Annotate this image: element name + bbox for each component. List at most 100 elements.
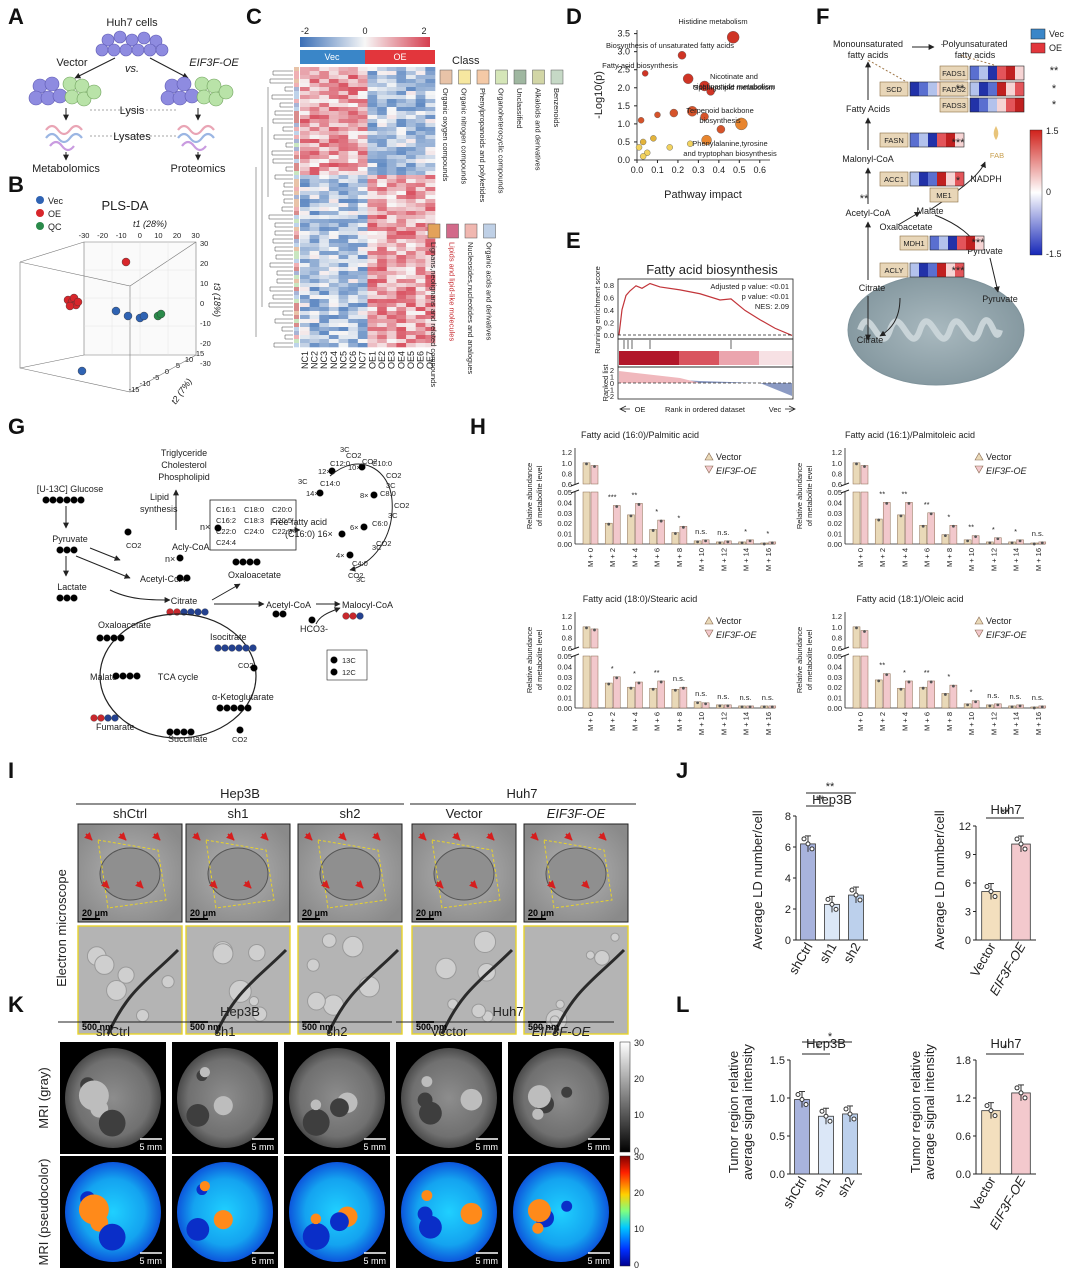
gene-heat-cell xyxy=(988,66,997,80)
heat-cell xyxy=(309,127,320,132)
heat-cell xyxy=(300,271,310,276)
heat-cell xyxy=(425,307,436,312)
g-acetylcoa: Acetyl-CoA xyxy=(140,574,185,584)
heat-cell xyxy=(367,103,378,108)
heat-cell xyxy=(319,199,330,204)
rank-tick: -2 xyxy=(607,392,614,401)
heat-cell xyxy=(406,151,417,156)
h-dot xyxy=(704,539,708,543)
heat-cell xyxy=(348,167,359,172)
heat-cell xyxy=(348,83,359,88)
class-cell xyxy=(294,87,299,92)
heat-cell xyxy=(300,291,310,296)
heat-cell xyxy=(386,215,397,220)
f-mono-label: Monounsaturated fatty acids xyxy=(833,39,903,60)
heat-cell xyxy=(396,127,407,132)
point-oe xyxy=(73,297,83,307)
heat-cell xyxy=(300,227,310,232)
heat-cell xyxy=(328,343,339,348)
h-xtick: M + 2 xyxy=(878,712,887,731)
heat-cell xyxy=(348,131,359,136)
x-tick: Vector xyxy=(967,1173,999,1213)
class-cell xyxy=(294,211,299,216)
pathway-label: Terpenoid backbone xyxy=(686,106,754,115)
heatmap-class-bar xyxy=(294,67,299,348)
heat-cell xyxy=(367,67,378,72)
heat-cell xyxy=(425,123,436,128)
fa-chain: C14:0 xyxy=(320,479,340,488)
heat-cell xyxy=(319,183,330,188)
heat-cell xyxy=(377,95,388,100)
heat-cell xyxy=(338,335,349,340)
heat-cell xyxy=(309,307,320,312)
sig: * xyxy=(816,1043,821,1055)
heat-cell xyxy=(415,339,426,344)
tick-bottom: 5 xyxy=(176,361,180,370)
gene-heat-cell xyxy=(1006,82,1015,96)
heat-cell xyxy=(338,207,349,212)
fa-species: C18:0 xyxy=(244,505,264,514)
heat-cell xyxy=(406,107,417,112)
carbon-dot xyxy=(370,491,378,499)
heat-cell xyxy=(377,239,388,244)
class-cell xyxy=(294,95,299,100)
heat-cell xyxy=(367,239,378,244)
heat-cell xyxy=(328,335,339,340)
l-right-bar xyxy=(1011,1092,1031,1175)
heat-cell xyxy=(386,155,397,160)
heat-cell xyxy=(348,239,359,244)
heat-cell xyxy=(348,191,359,196)
heat-cell xyxy=(300,179,310,184)
heat-cell xyxy=(319,315,330,320)
pathway-ylabel: -Log10(p) xyxy=(593,71,605,119)
heat-cell xyxy=(415,95,426,100)
heat-cell xyxy=(367,143,378,148)
panel-b: B Vec OE QC PLS-DA t1 (28%) -30 -20 -10 0 10… xyxy=(8,172,222,406)
y-tick: 1.5 xyxy=(770,1055,785,1067)
heat-cell xyxy=(396,111,407,116)
heat-cell xyxy=(328,203,339,208)
h-sig: n.s. xyxy=(1032,693,1044,702)
class-cell xyxy=(294,83,299,88)
mri-pseudo-feature xyxy=(419,1215,442,1239)
pathway-label: Biosynthesis of unsaturated fatty acids xyxy=(606,41,734,50)
class-cell xyxy=(294,323,299,328)
heat-cell xyxy=(425,327,436,332)
heat-cell xyxy=(396,299,407,304)
class-swatch xyxy=(427,223,441,239)
heat-cell xyxy=(367,203,378,208)
h-sig: * xyxy=(766,529,769,538)
heat-cell xyxy=(328,75,339,80)
point-vec xyxy=(139,311,149,321)
heat-cell xyxy=(300,71,310,76)
heat-cell xyxy=(309,299,320,304)
j-left-point xyxy=(857,897,863,903)
carbon-dot xyxy=(216,704,224,712)
heat-cell xyxy=(415,163,426,168)
heat-cell xyxy=(338,123,349,128)
heat-cell xyxy=(309,167,320,172)
fa-count: 6× xyxy=(350,523,359,532)
heat-cell xyxy=(415,223,426,228)
mri-scale: 5 mm xyxy=(252,1256,275,1266)
panel-h: H Fatty acid (16:0)/Palmitic acid0.60.81… xyxy=(470,414,1047,735)
heat-cell xyxy=(386,139,397,144)
mri-gray-liver xyxy=(65,1048,161,1148)
pathway-label-2: biosynthesis xyxy=(699,116,741,125)
heat-cell xyxy=(415,311,426,316)
l-left-point xyxy=(823,1113,829,1119)
h-chart-title: Fatty acid (16:0)/Palmitic acid xyxy=(581,430,699,440)
heat-cell xyxy=(338,179,349,184)
carbon-dot xyxy=(180,728,188,736)
fa-species: C18:3 xyxy=(244,516,264,525)
heat-cell xyxy=(328,127,339,132)
t2-label: t2 (7%) xyxy=(169,377,194,407)
heat-cell xyxy=(348,343,359,348)
heat-cell xyxy=(406,295,417,300)
class-cell xyxy=(294,127,299,132)
heat-cell xyxy=(319,163,330,168)
lysate-left xyxy=(45,124,83,152)
heat-cell xyxy=(319,339,330,344)
gsea-ylabel-2: Ranked list xyxy=(601,364,610,402)
